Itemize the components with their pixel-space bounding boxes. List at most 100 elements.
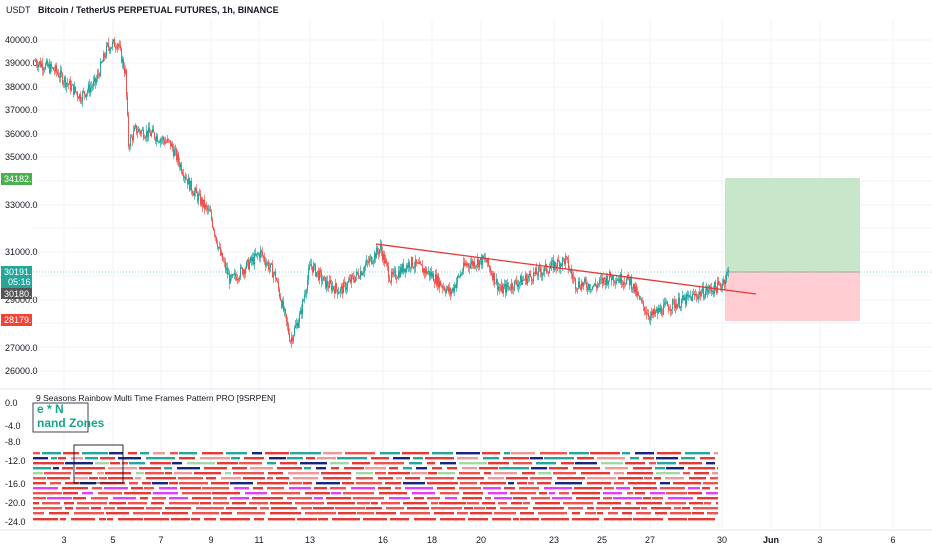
- band-segment: [42, 452, 61, 455]
- band-segment: [650, 492, 665, 495]
- candle-body: [275, 271, 276, 279]
- candle-body: [680, 306, 681, 308]
- price-tick: 27000.0: [5, 343, 38, 353]
- candle-body: [644, 306, 645, 312]
- band-segment: [460, 482, 477, 485]
- candle-body: [91, 86, 92, 88]
- candle-body: [462, 271, 463, 274]
- candle-body: [614, 281, 615, 283]
- candle-body: [283, 300, 284, 311]
- candle-body: [228, 273, 229, 275]
- candle-body: [641, 299, 642, 302]
- candle-body: [279, 288, 280, 297]
- candle-body: [381, 244, 382, 252]
- band-segment: [605, 467, 628, 470]
- band-segment: [145, 472, 164, 475]
- band-segment: [335, 507, 365, 510]
- band-segment: [243, 477, 265, 480]
- band-segment: [409, 462, 422, 465]
- band-segment: [540, 452, 567, 455]
- band-segment: [314, 497, 323, 500]
- band-segment: [357, 512, 374, 515]
- candle-body: [575, 278, 576, 289]
- candle-body: [371, 256, 372, 264]
- band-segment: [314, 487, 327, 490]
- candle-body: [198, 194, 199, 201]
- band-segment: [144, 518, 169, 521]
- band-segment: [504, 452, 510, 455]
- band-segment: [269, 457, 286, 460]
- candle-body: [261, 250, 262, 253]
- candle-body: [90, 87, 91, 93]
- band-segment: [414, 497, 424, 500]
- candle-body: [600, 279, 601, 281]
- price-tick: 35000.0: [5, 152, 38, 162]
- candle-body: [405, 268, 406, 272]
- band-segment: [674, 507, 681, 510]
- candle-body: [715, 282, 716, 288]
- candle-body: [319, 270, 320, 281]
- band-segment: [252, 452, 262, 455]
- candle-body: [328, 286, 329, 288]
- trendline[interactable]: [375, 243, 757, 295]
- band-segment: [393, 457, 410, 460]
- candle-body: [345, 282, 346, 291]
- band-segment: [666, 467, 684, 470]
- candle-body: [654, 309, 655, 314]
- band-segment: [652, 497, 663, 500]
- candle-body: [66, 82, 67, 87]
- candle-body: [340, 288, 341, 293]
- band-segment: [331, 467, 339, 470]
- band-segment: [71, 518, 95, 521]
- candle-body: [359, 277, 360, 279]
- band-segment: [220, 518, 250, 521]
- profit-zone[interactable]: [725, 178, 860, 272]
- band-segment: [317, 457, 336, 460]
- band-segment: [531, 497, 550, 500]
- candle-body: [357, 271, 358, 274]
- band-segment: [265, 452, 289, 455]
- band-segment: [575, 462, 597, 465]
- candle-body: [352, 275, 353, 277]
- candle-body: [80, 94, 81, 102]
- candle-body: [451, 291, 452, 295]
- price-tick: 37000.0: [5, 105, 38, 115]
- loss-zone[interactable]: [725, 272, 860, 321]
- band-segment: [206, 477, 216, 480]
- candle-body: [76, 91, 77, 93]
- candle-body: [46, 60, 47, 64]
- band-segment: [389, 467, 398, 470]
- candle-body: [390, 281, 391, 283]
- band-segment: [104, 487, 128, 490]
- band-segment: [89, 477, 98, 480]
- band-segment: [108, 467, 137, 470]
- candle-body: [424, 268, 425, 274]
- candle-body: [632, 288, 633, 290]
- candle-body: [204, 199, 205, 209]
- candle-body: [305, 293, 306, 296]
- candle-body: [592, 286, 593, 290]
- candle-body: [233, 274, 234, 276]
- band-segment: [633, 487, 657, 490]
- date-axis[interactable]: 3 5 7 9 11 13 16 18 20 23 25 27 30 Jun 3…: [61, 535, 895, 545]
- candle-body: [237, 278, 238, 281]
- candle-body: [156, 135, 157, 141]
- candle-body: [718, 281, 719, 285]
- candle-body: [47, 60, 48, 67]
- band-segment: [533, 507, 564, 510]
- candle-body: [696, 294, 697, 297]
- candle-body: [301, 309, 302, 314]
- candle-body: [144, 137, 145, 139]
- candle-body: [320, 270, 321, 273]
- indicator-title[interactable]: 9 Seasons Rainbow Multi Time Frames Patt…: [36, 393, 276, 403]
- candle-body: [518, 283, 519, 288]
- band-segment: [295, 502, 324, 505]
- svg-text:05:16: 05:16: [8, 277, 31, 287]
- candle-body: [587, 287, 588, 290]
- band-segment: [702, 487, 710, 490]
- candle-body: [578, 281, 579, 289]
- band-segment: [682, 507, 690, 510]
- candle-body: [626, 278, 627, 285]
- candle-body: [361, 271, 362, 276]
- price-axis[interactable]: 40000.0 39000.0 38000.0 37000.0 36000.0 …: [5, 35, 38, 376]
